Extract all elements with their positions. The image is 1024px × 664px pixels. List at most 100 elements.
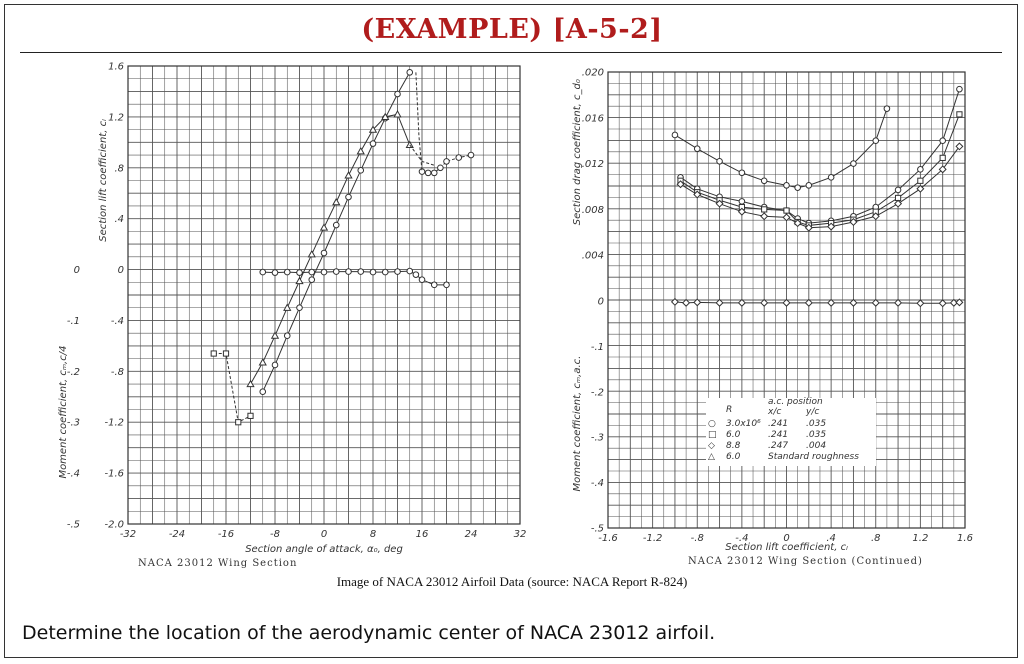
right-data-point	[693, 190, 702, 199]
right-data-point	[949, 298, 958, 307]
page-title: (EXAMPLE) [A-5-2]	[361, 14, 663, 45]
left-lift-tick-label: -.8	[111, 367, 124, 378]
left-x-tick-label: -32	[120, 529, 136, 540]
legend-header-yc: y/c	[805, 407, 819, 417]
left-series-line-stall_neg	[213, 353, 251, 423]
right-data-point	[715, 298, 724, 307]
left-data-point-moment	[369, 268, 377, 276]
right-data-point	[871, 298, 880, 307]
right-data-point	[849, 298, 858, 307]
left-data-point-lift_rough	[405, 140, 414, 148]
left-lift-tick-label: 1.2	[108, 112, 124, 123]
left-data-point-moment	[394, 268, 401, 275]
left-moment-tick-label: -.2	[67, 367, 80, 378]
left-data-point-stall_neg	[247, 412, 254, 419]
legend-xc-value: Standard roughness	[768, 452, 859, 462]
left-data-point-lift	[369, 140, 377, 147]
right-moment-tick-label: -.5	[591, 524, 604, 535]
legend-r-value: 6.0	[726, 452, 741, 462]
right-data-point	[804, 223, 813, 232]
left-figure-caption: NACA 23012 Wing Section	[138, 558, 297, 569]
left-chart-plot-border	[127, 65, 521, 525]
legend-yc-value: .035	[806, 430, 826, 440]
left-x-tick-label: -16	[218, 529, 234, 540]
left-data-point-moment	[259, 268, 267, 276]
left-lift-tick-label: -.4	[111, 316, 124, 327]
right-data-point	[782, 298, 791, 307]
right-drag-tick-label: .020	[582, 68, 604, 79]
right-data-point	[955, 142, 964, 151]
right-drag-tick-label: .008	[582, 205, 604, 216]
left-data-point-moment	[332, 268, 340, 275]
left-lift-axis-label: Section lift coefficient, cₗ	[98, 119, 109, 242]
right-data-point	[916, 299, 925, 308]
right-data-point	[894, 199, 903, 208]
right-moment-tick-label: -.1	[591, 342, 604, 353]
right-data-point	[955, 298, 964, 307]
legend-yc-value: .035	[806, 419, 826, 429]
right-data-point	[737, 298, 746, 307]
left-x-tick-label: 16	[416, 529, 429, 540]
left-data-point-moment	[296, 269, 303, 276]
left-data-point-moment	[412, 271, 420, 278]
right-data-point	[827, 174, 835, 181]
legend-background	[706, 398, 876, 466]
right-data-point	[794, 184, 801, 191]
right-data-point	[939, 154, 946, 161]
left-data-point-lift	[345, 193, 352, 201]
left-data-point-lift_rough	[344, 171, 353, 179]
left-data-point-lift_rough	[270, 331, 280, 339]
right-data-point	[917, 166, 924, 173]
left-data-point-moment	[357, 268, 365, 275]
title-divider	[20, 52, 1002, 53]
left-data-point-stall_pos	[424, 169, 432, 177]
left-data-point-lift	[394, 90, 401, 98]
right-data-point	[760, 177, 768, 185]
left-data-point-moment	[430, 281, 438, 289]
left-data-point-moment	[381, 268, 389, 276]
right-data-point	[737, 207, 746, 216]
right-drag-tick-label: .004	[582, 251, 604, 262]
left-moment-tick-label: -.3	[67, 418, 80, 429]
left-data-point-moment	[345, 268, 352, 275]
right-chart-plot-border	[607, 71, 966, 529]
left-data-point-stall_pos	[430, 169, 438, 177]
right-x-tick-label: -.8	[691, 533, 704, 544]
left-data-point-moment	[283, 268, 291, 276]
right-data-point	[693, 298, 702, 307]
right-data-point	[849, 217, 858, 227]
left-stall-connector	[415, 72, 423, 172]
right-figure-caption: NACA 23012 Wing Section (Continued)	[688, 556, 923, 567]
left-data-point-lift_rough	[319, 223, 329, 231]
right-x-tick-label: 1.2	[912, 533, 928, 544]
legend-xc-value: .241	[768, 430, 788, 440]
left-data-point-lift	[296, 304, 303, 312]
question-text: Determine the location of the aerodynami…	[22, 622, 716, 644]
left-data-point-lift_rough	[381, 112, 390, 120]
right-data-point	[682, 298, 691, 307]
legend-xc-value: .247	[768, 441, 788, 451]
left-lift-tick-label: .8	[114, 163, 124, 174]
left-moment-tick-label: -.5	[67, 520, 80, 531]
right-data-point	[827, 222, 836, 231]
left-data-point-lift	[259, 388, 267, 395]
right-data-point	[670, 297, 679, 306]
left-data-point-lift_rough	[307, 249, 316, 258]
right-data-point	[715, 199, 724, 208]
legend-r-value: 6.0	[726, 430, 741, 440]
left-x-tick-label: -24	[169, 529, 185, 540]
legend-symbol: ◇	[708, 441, 715, 451]
left-data-point-stall_pos	[437, 164, 444, 172]
left-data-point-stall_neg	[222, 350, 230, 357]
right-data-point	[761, 206, 768, 213]
left-data-point-lift_rough	[283, 303, 292, 311]
right-drag-tick-label: .012	[582, 159, 604, 170]
right-data-point	[783, 182, 790, 189]
right-data-point	[793, 219, 802, 228]
left-lift-tick-label: -2.0	[104, 520, 124, 531]
right-data-point	[938, 165, 947, 174]
left-data-point-lift	[406, 69, 414, 76]
right-series-line-moment	[674, 301, 960, 304]
right-x-tick-label: 1.6	[957, 533, 973, 544]
left-data-point-moment	[320, 268, 328, 276]
